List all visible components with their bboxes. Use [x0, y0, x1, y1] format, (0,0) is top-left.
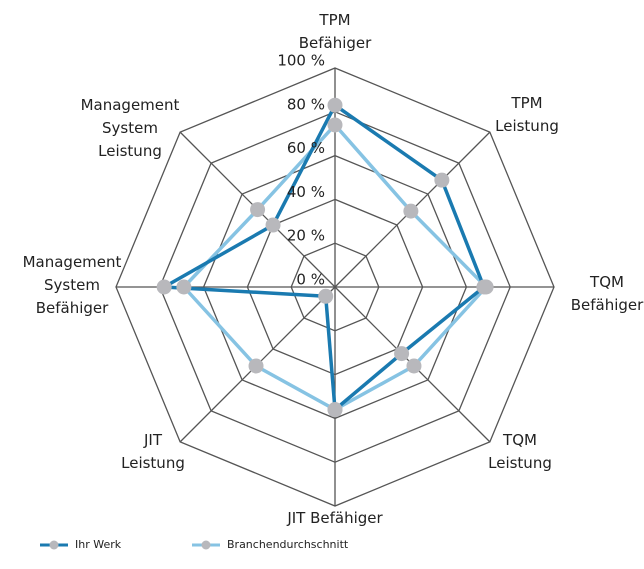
category-label: JIT Leistung [121, 431, 185, 472]
data-point [327, 97, 343, 113]
category-label: TQM Befähiger [571, 273, 644, 314]
legend-label: Branchendurchschnitt [227, 538, 349, 551]
tick-label: 100 % [277, 52, 325, 70]
category-label: Management System Befähiger [23, 253, 122, 317]
data-point [327, 402, 343, 418]
category-label: TPM Befähiger [299, 11, 372, 52]
data-point [250, 202, 266, 218]
data-point [478, 279, 494, 295]
tick-label: 60 % [287, 139, 325, 157]
data-point [394, 346, 410, 362]
data-point [403, 203, 419, 219]
tick-label: 20 % [287, 227, 325, 245]
data-point [265, 217, 281, 233]
tick-label: 80 % [287, 95, 325, 113]
legend-label: Ihr Werk [75, 538, 122, 551]
data-point [327, 117, 343, 133]
category-label: TPM Leistung [495, 94, 559, 135]
legend-marker [49, 540, 59, 550]
tick-label: 0 % [296, 271, 325, 289]
data-point [156, 279, 172, 295]
category-label: JIT Befähiger [286, 509, 383, 527]
legend-marker [201, 540, 211, 550]
data-point [434, 172, 450, 188]
data-point [176, 279, 192, 295]
data-point [248, 358, 264, 374]
tick-label: 40 % [287, 183, 325, 201]
category-label: Management System Leistung [81, 96, 180, 160]
data-point [406, 358, 422, 374]
data-point [318, 288, 334, 304]
category-label: TQM Leistung [488, 431, 552, 472]
